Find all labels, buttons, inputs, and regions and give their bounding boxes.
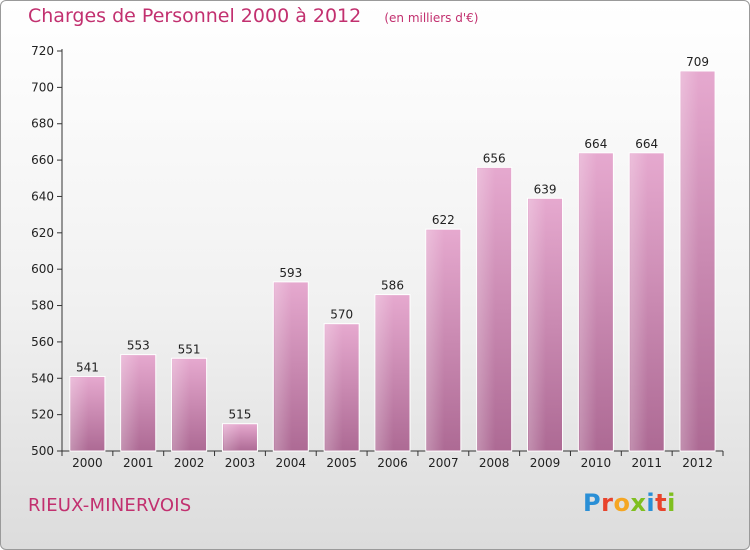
x-tick-label: 2001 [123,456,154,470]
x-tick-label: 2005 [326,456,357,470]
y-tick-label: 520 [31,408,54,422]
logo-letter: P [583,489,602,517]
x-tick-label: 2004 [276,456,307,470]
data-label: 553 [127,339,150,353]
bar-highlight [579,153,597,450]
logo-letter: i [646,489,656,517]
data-label: 709 [686,55,709,69]
logo-letter: t [655,489,668,517]
bar-highlight [630,153,648,450]
data-label: 551 [178,342,201,356]
data-label: 639 [534,182,557,196]
y-tick-label: 580 [31,299,54,313]
logo-letter: o [613,489,631,517]
bar-highlight [325,324,343,450]
x-tick-label: 2009 [530,456,561,470]
bar-highlight [376,295,394,450]
commune-name: RIEUX-MINERVOIS [28,495,192,516]
bar-highlight [274,282,292,450]
bar-highlight [477,168,496,450]
y-tick-label: 720 [31,44,54,58]
data-label: 622 [432,213,455,227]
x-tick-label: 2007 [428,456,459,470]
data-label: 593 [279,266,302,280]
data-label: 570 [330,308,353,322]
data-label: 586 [381,279,404,293]
chart-subtitle: (en milliers d'€) [384,11,479,25]
x-tick-label: 2002 [174,456,205,470]
bar-highlight [172,359,191,450]
data-label: 664 [635,137,658,151]
y-tick-label: 540 [31,371,54,385]
bar-highlight [121,355,140,450]
bar-highlight [70,377,89,450]
bar-highlight [681,72,699,450]
y-tick-label: 640 [31,189,54,203]
proxiti-logo: Proxiti [583,489,676,517]
data-label: 541 [76,360,99,374]
x-tick-label: 2011 [631,456,662,470]
y-tick-label: 680 [31,117,54,131]
y-tick-label: 560 [31,335,54,349]
data-label: 515 [229,408,252,422]
x-tick-label: 2010 [581,456,612,470]
bar-highlight [426,230,445,450]
y-tick-label: 600 [31,262,54,276]
y-tick-label: 500 [31,444,54,458]
x-tick-label: 2006 [377,456,408,470]
x-tick-label: 2003 [225,456,256,470]
logo-letter: r [601,489,614,517]
logo-letter: i [667,489,676,517]
data-label: 656 [483,151,506,165]
logo-letter: x [630,489,647,517]
data-label: 664 [584,137,607,151]
y-tick-label: 660 [31,153,54,167]
y-tick-label: 620 [31,226,54,240]
x-tick-label: 2000 [72,456,103,470]
x-tick-label: 2008 [479,456,510,470]
chart-title: Charges de Personnel 2000 à 2012 [28,5,362,27]
y-tick-label: 700 [31,80,54,94]
x-tick-label: 2012 [682,456,713,470]
bar-highlight [223,424,241,450]
title-row: Charges de Personnel 2000 à 2012 (en mil… [28,5,478,27]
bar-highlight [528,199,547,450]
